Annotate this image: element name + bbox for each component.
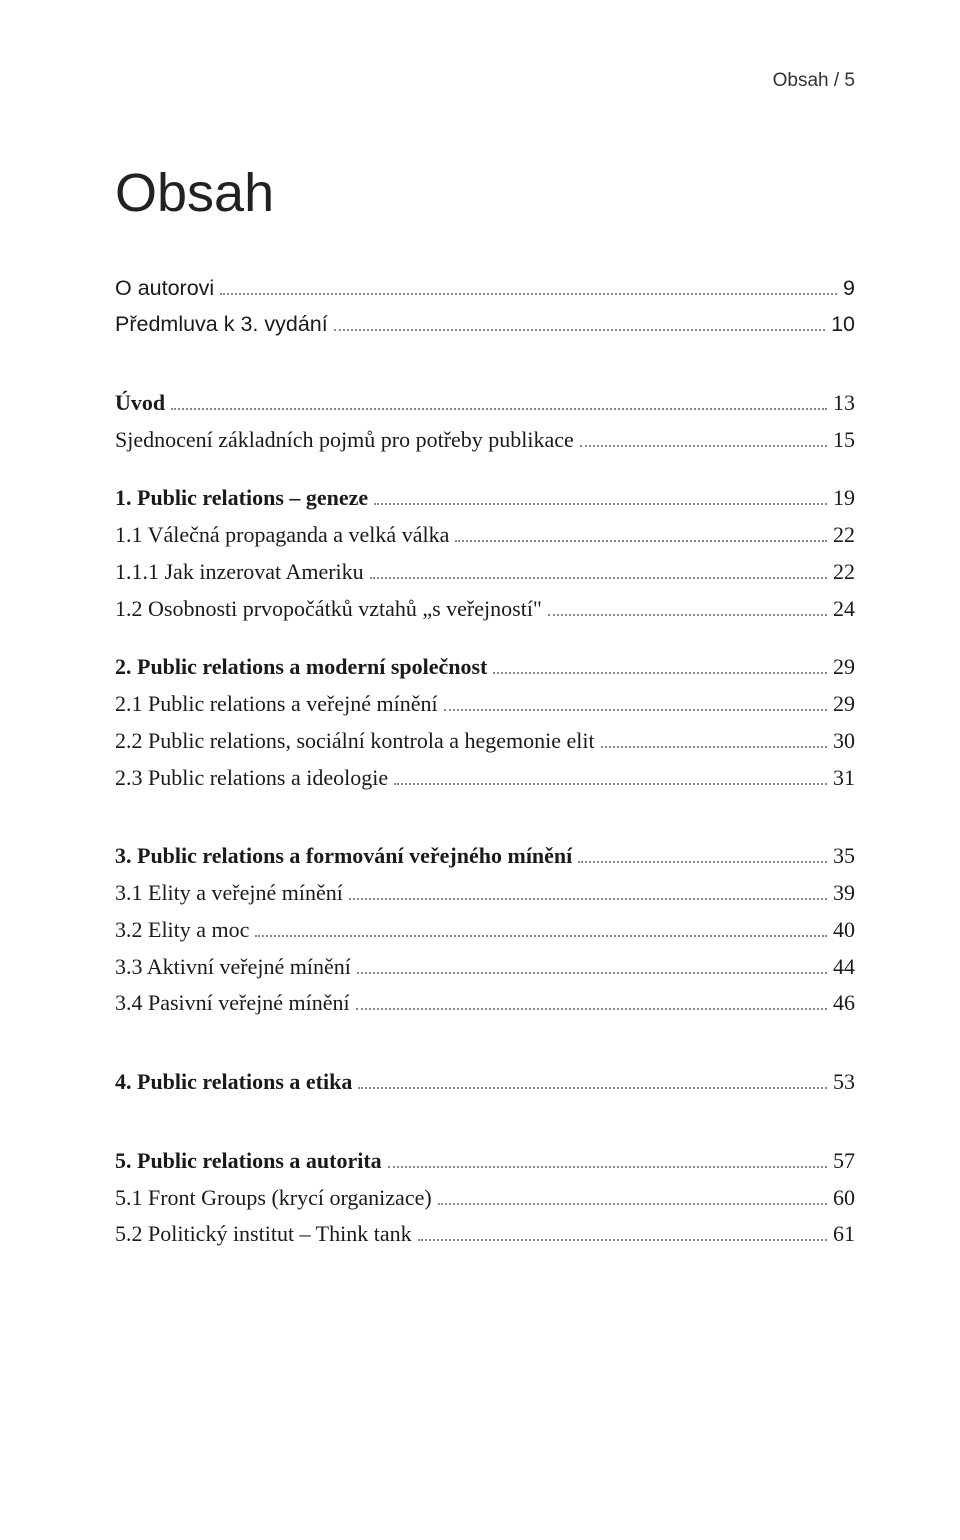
toc-entry: 1.1.1 Jak inzerovat Ameriku 22: [115, 555, 855, 590]
toc-page: 22: [833, 518, 855, 553]
toc-page: 61: [833, 1217, 855, 1252]
toc-leader-dots: [580, 445, 827, 447]
toc-label: 2.1 Public relations a veřejné mínění: [115, 687, 438, 722]
page-title: Obsah: [115, 162, 855, 224]
toc-page: 13: [833, 386, 855, 421]
toc-entry: 5. Public relations a autorita 57: [115, 1144, 855, 1179]
toc-label: Úvod: [115, 386, 165, 421]
toc-leader-dots: [255, 935, 827, 937]
toc-label: 1. Public relations – geneze: [115, 481, 368, 516]
toc-leader-dots: [455, 540, 827, 542]
toc-label: 2.3 Public relations a ideologie: [115, 761, 388, 796]
toc-page: 22: [833, 555, 855, 590]
toc-leader-dots: [171, 408, 827, 410]
toc-label: 1.2 Osobnosti prvopočátků vztahů „s veře…: [115, 592, 542, 627]
toc-label: 3.2 Elity a moc: [115, 913, 249, 948]
toc-entry: 2.2 Public relations, sociální kontrola …: [115, 724, 855, 759]
toc-entry: Předmluva k 3. vydání 10: [115, 308, 855, 342]
toc-entry: 1. Public relations – geneze 19: [115, 481, 855, 516]
toc-entry: 3.1 Elity a veřejné mínění 39: [115, 876, 855, 911]
toc-label: 3.4 Pasivní veřejné mínění: [115, 986, 350, 1021]
toc-label: 3.3 Aktivní veřejné mínění: [115, 950, 351, 985]
toc-label: 2. Public relations a moderní společnost: [115, 650, 487, 685]
toc-leader-dots: [349, 898, 827, 900]
toc-entry: 3. Public relations a formování veřejnéh…: [115, 839, 855, 874]
toc-entry: 5.1 Front Groups (krycí organizace) 60: [115, 1181, 855, 1216]
running-header: Obsah / 5: [115, 70, 855, 92]
toc-leader-dots: [357, 972, 827, 974]
toc-entry: 3.2 Elity a moc 40: [115, 913, 855, 948]
toc-entry: 3.3 Aktivní veřejné mínění 44: [115, 950, 855, 985]
toc-label: 3. Public relations a formování veřejnéh…: [115, 839, 572, 874]
toc-leader-dots: [601, 746, 827, 748]
toc-label: 1.1 Válečná propaganda a velká válka: [115, 518, 449, 553]
toc-page: 15: [833, 423, 855, 458]
toc-leader-dots: [356, 1008, 827, 1010]
toc-leader-dots: [358, 1087, 827, 1089]
toc-page: 10: [831, 308, 855, 342]
toc-page: 60: [833, 1181, 855, 1216]
toc-entry: O autorovi 9: [115, 272, 855, 306]
toc-page: 46: [833, 986, 855, 1021]
toc-leader-dots: [493, 672, 827, 674]
toc-page: 57: [833, 1144, 855, 1179]
toc-page: 40: [833, 913, 855, 948]
table-of-contents: O autorovi 9 Předmluva k 3. vydání 10 Úvod 13…: [115, 272, 855, 1252]
toc-label: 5.2 Politický institut – Think tank: [115, 1217, 412, 1252]
toc-page: 9: [843, 272, 855, 306]
toc-page: 31: [833, 761, 855, 796]
toc-page: 39: [833, 876, 855, 911]
toc-page: 19: [833, 481, 855, 516]
toc-entry: 2. Public relations a moderní společnost…: [115, 650, 855, 685]
toc-page: 29: [833, 687, 855, 722]
toc-leader-dots: [548, 614, 827, 616]
toc-leader-dots: [374, 503, 827, 505]
toc-page: 29: [833, 650, 855, 685]
toc-page: 44: [833, 950, 855, 985]
toc-label: 5. Public relations a autorita: [115, 1144, 382, 1179]
toc-label: Sjednocení základních pojmů pro potřeby …: [115, 423, 574, 458]
toc-leader-dots: [370, 577, 827, 579]
toc-entry: Úvod 13: [115, 386, 855, 421]
toc-leader-dots: [394, 783, 827, 785]
toc-leader-dots: [444, 709, 827, 711]
toc-label: 3.1 Elity a veřejné mínění: [115, 876, 343, 911]
toc-entry: Sjednocení základních pojmů pro potřeby …: [115, 423, 855, 458]
toc-entry: 2.1 Public relations a veřejné mínění 29: [115, 687, 855, 722]
toc-label: 2.2 Public relations, sociální kontrola …: [115, 724, 595, 759]
toc-leader-dots: [220, 293, 837, 295]
toc-leader-dots: [578, 861, 827, 863]
toc-leader-dots: [334, 329, 825, 331]
toc-label: Předmluva k 3. vydání: [115, 308, 328, 342]
toc-entry: 1.1 Válečná propaganda a velká válka 22: [115, 518, 855, 553]
header-text: Obsah / 5: [773, 70, 855, 91]
toc-label: 5.1 Front Groups (krycí organizace): [115, 1181, 432, 1216]
toc-leader-dots: [438, 1203, 827, 1205]
toc-entry: 3.4 Pasivní veřejné mínění 46: [115, 986, 855, 1021]
toc-entry: 5.2 Politický institut – Think tank 61: [115, 1217, 855, 1252]
toc-entry: 1.2 Osobnosti prvopočátků vztahů „s veře…: [115, 592, 855, 627]
toc-page: 30: [833, 724, 855, 759]
toc-leader-dots: [388, 1166, 827, 1168]
toc-page: 35: [833, 839, 855, 874]
toc-entry: 2.3 Public relations a ideologie 31: [115, 761, 855, 796]
toc-page: 53: [833, 1065, 855, 1100]
toc-page: 24: [833, 592, 855, 627]
toc-label: 1.1.1 Jak inzerovat Ameriku: [115, 555, 364, 590]
toc-label: O autorovi: [115, 272, 214, 306]
toc-label: 4. Public relations a etika: [115, 1065, 352, 1100]
toc-entry: 4. Public relations a etika 53: [115, 1065, 855, 1100]
toc-leader-dots: [418, 1239, 827, 1241]
